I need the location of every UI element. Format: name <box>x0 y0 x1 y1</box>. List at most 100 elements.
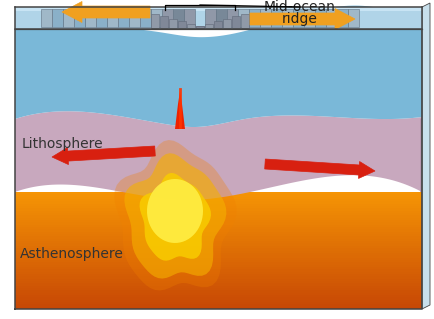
Text: ridge: ridge <box>282 12 318 26</box>
Polygon shape <box>315 9 326 27</box>
Polygon shape <box>52 146 155 165</box>
Polygon shape <box>15 6 422 127</box>
Polygon shape <box>151 9 162 27</box>
Polygon shape <box>15 276 422 278</box>
Polygon shape <box>15 297 422 300</box>
Polygon shape <box>15 302 422 304</box>
Polygon shape <box>15 255 422 257</box>
Polygon shape <box>15 211 422 213</box>
Polygon shape <box>15 222 422 225</box>
Polygon shape <box>15 253 422 255</box>
Polygon shape <box>15 220 422 222</box>
Polygon shape <box>304 9 315 27</box>
Polygon shape <box>52 9 63 27</box>
Polygon shape <box>249 9 260 27</box>
Polygon shape <box>15 246 422 248</box>
Polygon shape <box>15 241 422 243</box>
Polygon shape <box>114 140 237 291</box>
Polygon shape <box>15 7 422 29</box>
Polygon shape <box>178 21 186 28</box>
Polygon shape <box>227 9 238 27</box>
Polygon shape <box>140 173 211 261</box>
Polygon shape <box>15 288 422 290</box>
Polygon shape <box>15 257 422 260</box>
Polygon shape <box>196 26 204 28</box>
Polygon shape <box>232 16 240 28</box>
Polygon shape <box>282 9 293 27</box>
Polygon shape <box>15 192 422 194</box>
Polygon shape <box>15 283 422 286</box>
Polygon shape <box>238 9 249 27</box>
Polygon shape <box>15 278 422 281</box>
Polygon shape <box>420 113 430 192</box>
Polygon shape <box>175 91 185 129</box>
Polygon shape <box>214 21 222 28</box>
Polygon shape <box>205 24 213 28</box>
Polygon shape <box>162 9 173 27</box>
Polygon shape <box>15 197 422 199</box>
Polygon shape <box>15 201 422 204</box>
Polygon shape <box>15 307 422 309</box>
Polygon shape <box>250 9 355 29</box>
Polygon shape <box>151 13 159 28</box>
Polygon shape <box>15 267 422 269</box>
Polygon shape <box>62 2 150 23</box>
Polygon shape <box>326 9 337 27</box>
Polygon shape <box>15 269 422 271</box>
Polygon shape <box>348 9 359 27</box>
Polygon shape <box>173 9 184 27</box>
Polygon shape <box>15 236 422 239</box>
Polygon shape <box>15 295 422 297</box>
Polygon shape <box>265 159 375 178</box>
Text: Mid-ocean: Mid-ocean <box>264 0 336 14</box>
Polygon shape <box>169 19 177 28</box>
Polygon shape <box>129 9 140 27</box>
Polygon shape <box>15 215 422 218</box>
Polygon shape <box>337 9 348 27</box>
Polygon shape <box>15 239 422 241</box>
Polygon shape <box>216 9 227 27</box>
Polygon shape <box>15 290 422 293</box>
Polygon shape <box>96 9 107 27</box>
Polygon shape <box>187 24 195 28</box>
Polygon shape <box>15 111 422 200</box>
Polygon shape <box>184 9 195 27</box>
Polygon shape <box>15 218 422 220</box>
Polygon shape <box>15 234 422 236</box>
Polygon shape <box>15 229 422 232</box>
Polygon shape <box>422 3 430 309</box>
Polygon shape <box>15 271 422 274</box>
Polygon shape <box>15 286 422 288</box>
Polygon shape <box>15 262 422 264</box>
Polygon shape <box>15 274 422 276</box>
Polygon shape <box>15 199 422 201</box>
Polygon shape <box>15 281 422 283</box>
Polygon shape <box>15 304 422 307</box>
Polygon shape <box>15 248 422 250</box>
Polygon shape <box>140 9 151 27</box>
Polygon shape <box>15 243 422 246</box>
Polygon shape <box>293 9 304 27</box>
Polygon shape <box>15 232 422 234</box>
Text: Lithosphere: Lithosphere <box>22 137 104 151</box>
Polygon shape <box>15 213 422 215</box>
Polygon shape <box>260 9 271 27</box>
Polygon shape <box>15 225 422 227</box>
Polygon shape <box>15 208 422 211</box>
Polygon shape <box>271 9 282 27</box>
Polygon shape <box>74 9 85 27</box>
Polygon shape <box>15 227 422 229</box>
Text: Asthenosphere: Asthenosphere <box>20 247 124 261</box>
Polygon shape <box>15 194 422 197</box>
Polygon shape <box>15 300 422 302</box>
Polygon shape <box>205 9 216 27</box>
Polygon shape <box>15 264 422 267</box>
Polygon shape <box>15 293 422 295</box>
Polygon shape <box>241 13 249 28</box>
Polygon shape <box>41 9 52 27</box>
Polygon shape <box>63 9 74 27</box>
Polygon shape <box>147 179 203 243</box>
Polygon shape <box>15 204 422 206</box>
Polygon shape <box>223 19 231 28</box>
Polygon shape <box>118 9 129 27</box>
